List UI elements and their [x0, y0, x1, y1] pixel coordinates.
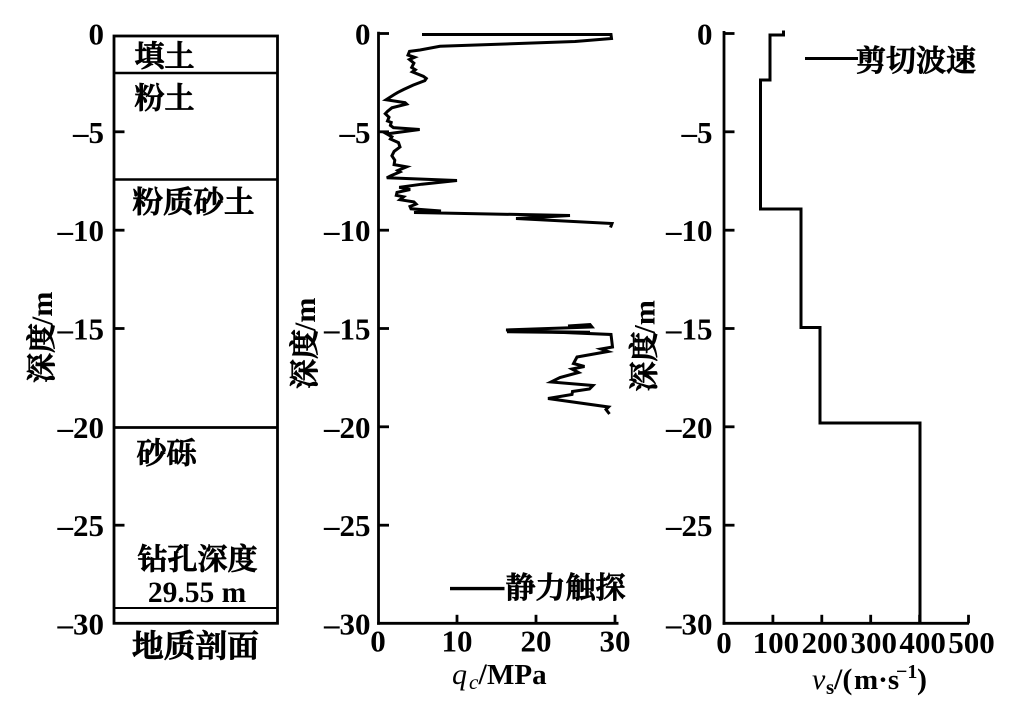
svg-text:29.55 m: 29.55 m: [148, 577, 247, 609]
svg-text:–20: –20: [323, 410, 371, 445]
svg-text:–30: –30: [323, 607, 371, 642]
svg-text:–5: –5: [681, 115, 713, 150]
svg-text:/m: /m: [26, 292, 59, 326]
svg-text:v: v: [812, 663, 826, 696]
svg-text:q: q: [452, 658, 467, 691]
svg-text:–20: –20: [665, 410, 713, 445]
svg-text:300: 300: [850, 625, 897, 660]
svg-text:200: 200: [802, 625, 849, 660]
svg-text:–25: –25: [57, 508, 105, 543]
svg-text:–5: –5: [72, 115, 104, 150]
svg-text:/m: /m: [629, 300, 662, 334]
svg-text:400: 400: [899, 625, 946, 660]
svg-text:100: 100: [753, 625, 800, 660]
svg-text:/m: /m: [289, 298, 322, 332]
svg-text:–25: –25: [323, 508, 371, 543]
svg-text:m·s: m·s: [854, 664, 899, 696]
svg-text:0: 0: [89, 17, 105, 52]
svg-text:20: 20: [521, 624, 552, 659]
svg-text:s: s: [826, 675, 834, 699]
svg-text:MPa: MPa: [487, 659, 547, 691]
svg-text:–15: –15: [323, 312, 371, 347]
svg-text:–25: –25: [665, 508, 713, 543]
svg-text:/: /: [478, 658, 488, 691]
svg-text:–15: –15: [57, 312, 105, 347]
svg-text:–5: –5: [339, 115, 371, 150]
svg-text:–15: –15: [665, 312, 713, 347]
svg-text:–10: –10: [323, 213, 371, 248]
svg-text:−1: −1: [896, 661, 917, 683]
svg-text:–10: –10: [57, 213, 105, 248]
svg-text:): ): [917, 663, 927, 696]
svg-text:–30: –30: [665, 607, 713, 642]
svg-text:0: 0: [370, 624, 386, 659]
svg-text:–10: –10: [665, 213, 713, 248]
svg-text:30: 30: [600, 624, 631, 659]
svg-text:0: 0: [697, 17, 713, 52]
svg-text:–20: –20: [57, 410, 105, 445]
svg-text:c: c: [469, 670, 479, 694]
svg-text:–30: –30: [57, 607, 105, 642]
svg-text:0: 0: [355, 17, 371, 52]
svg-text:500: 500: [948, 625, 995, 660]
svg-text:0: 0: [716, 625, 732, 660]
svg-text:/(: /(: [833, 663, 852, 696]
svg-text:10: 10: [442, 624, 473, 659]
